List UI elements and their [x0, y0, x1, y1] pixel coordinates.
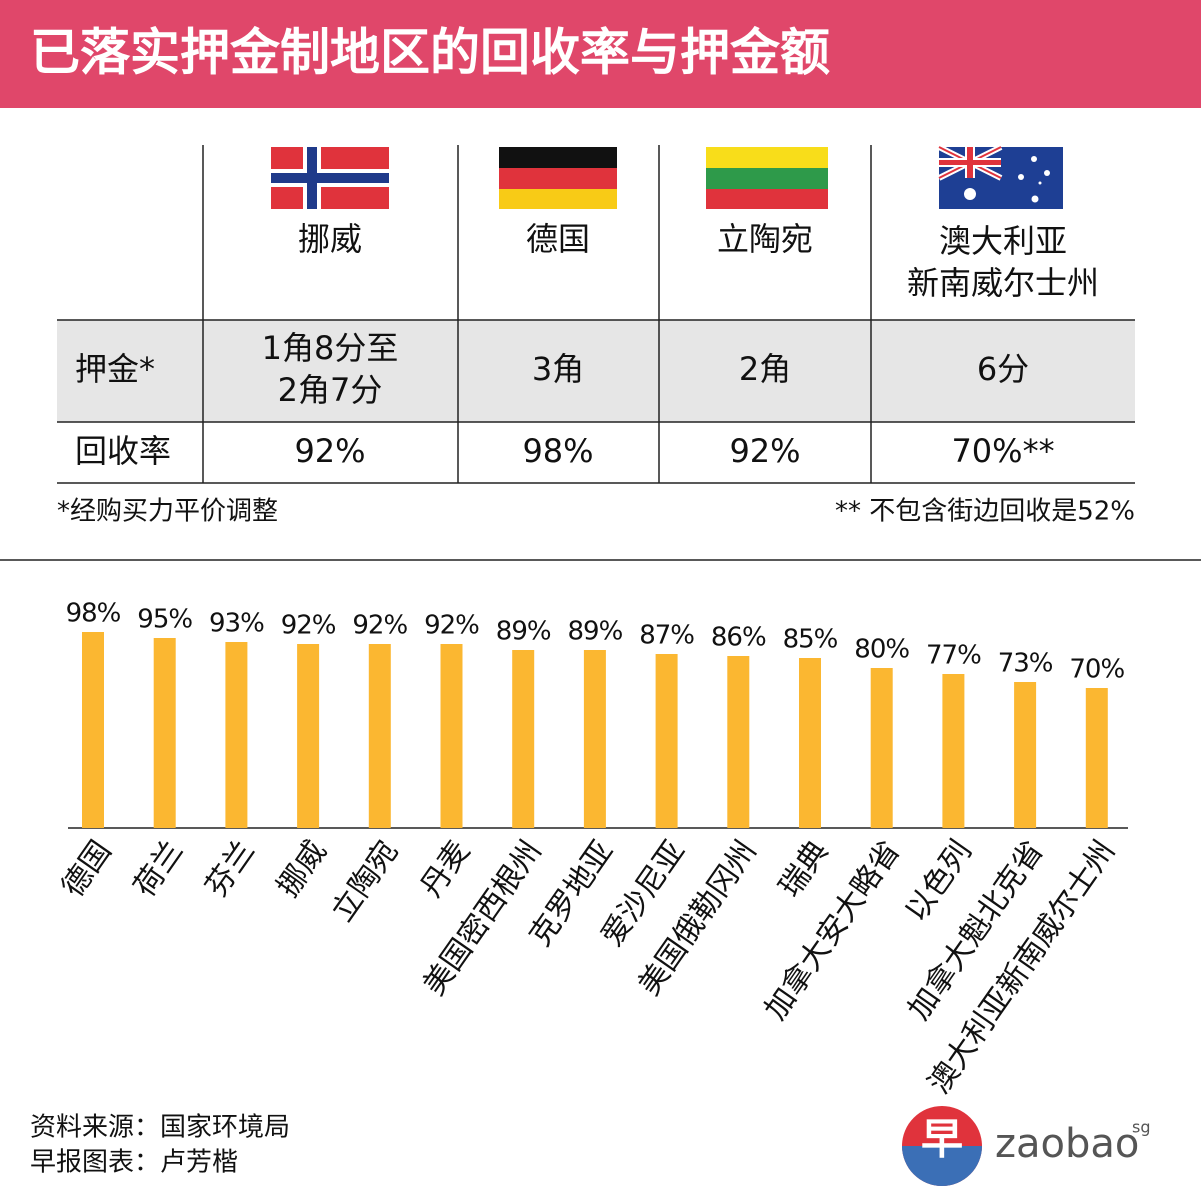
bar — [153, 638, 176, 828]
column-header: 新南威尔士州 — [907, 264, 1099, 302]
row-label: 押金* — [75, 350, 155, 388]
bar — [440, 644, 463, 828]
title-bar — [0, 0, 1201, 108]
row-label: 回收率 — [75, 432, 171, 470]
category-label: 立陶宛 — [325, 834, 405, 928]
value-label: 87% — [639, 621, 694, 651]
bar — [82, 632, 104, 828]
value-label: 93% — [209, 609, 264, 639]
column-header: 德国 — [526, 220, 590, 258]
table-cell: 3角 — [532, 350, 584, 388]
value-label: 85% — [783, 625, 838, 655]
category-label: 挪威 — [271, 834, 334, 903]
bar — [942, 674, 965, 828]
column-header: 立陶宛 — [717, 220, 813, 258]
category-label: 芬兰 — [199, 834, 262, 903]
bar — [368, 644, 391, 828]
value-label: 89% — [496, 617, 551, 647]
value-label: 70% — [1069, 655, 1124, 685]
bar — [583, 650, 606, 828]
logo-suffix: sg — [1132, 1118, 1151, 1137]
source: 早报图表：卢芳楷 — [30, 1148, 238, 1178]
value-label: 92% — [424, 611, 479, 641]
bar — [225, 642, 248, 828]
value-label: 92% — [281, 611, 336, 641]
title: 已落实押金制地区的回收率与押金额 — [30, 24, 830, 82]
row-shade — [57, 320, 1135, 422]
table-cell: 70%** — [951, 432, 1054, 470]
table-cell: 92% — [729, 432, 800, 470]
bar — [727, 656, 750, 828]
bar — [512, 650, 535, 828]
bar — [799, 658, 821, 828]
flag-norway — [271, 147, 389, 209]
bar — [655, 654, 678, 828]
source: 资料来源：国家环境局 — [30, 1113, 290, 1143]
value-label: 95% — [137, 605, 192, 635]
logo-name: zaobao — [995, 1121, 1139, 1167]
bar — [297, 644, 320, 828]
footnote: *经购买力平价调整 — [57, 497, 278, 527]
flag-germany — [499, 147, 617, 209]
value-label: 77% — [926, 641, 981, 671]
bar — [1085, 688, 1108, 828]
flag-lithuania — [706, 147, 828, 209]
logo: 早 zaobao sg — [902, 1106, 1151, 1186]
logo-mark: 早 — [921, 1115, 963, 1164]
table-cell: 2角 — [739, 350, 791, 388]
table-cell: 1角8分至 — [262, 329, 399, 367]
footnote: ** 不包含街边回收是52% — [835, 497, 1135, 527]
table-cell: 6分 — [977, 350, 1029, 388]
value-label: 98% — [66, 599, 121, 629]
table-cell: 98% — [522, 432, 593, 470]
category-label: 丹麦 — [414, 834, 477, 903]
bar — [1014, 682, 1037, 828]
column-header: 挪威 — [298, 220, 362, 258]
value-label: 73% — [998, 649, 1053, 679]
table-lines — [57, 145, 1135, 484]
column-header: 澳大利亚 — [939, 222, 1067, 260]
value-label: 92% — [352, 611, 407, 641]
value-label: 89% — [568, 617, 623, 647]
category-label: 加拿大安大略省 — [758, 834, 907, 1026]
category-label: 瑞典 — [772, 834, 835, 903]
bar — [870, 668, 893, 828]
value-label: 86% — [711, 623, 766, 653]
table-cell: 2角7分 — [278, 371, 383, 409]
table-cell: 92% — [294, 432, 365, 470]
category-label: 荷兰 — [127, 834, 190, 903]
category-label: 德国 — [55, 834, 118, 903]
value-label: 80% — [854, 635, 909, 665]
flag-australia — [937, 144, 1063, 209]
